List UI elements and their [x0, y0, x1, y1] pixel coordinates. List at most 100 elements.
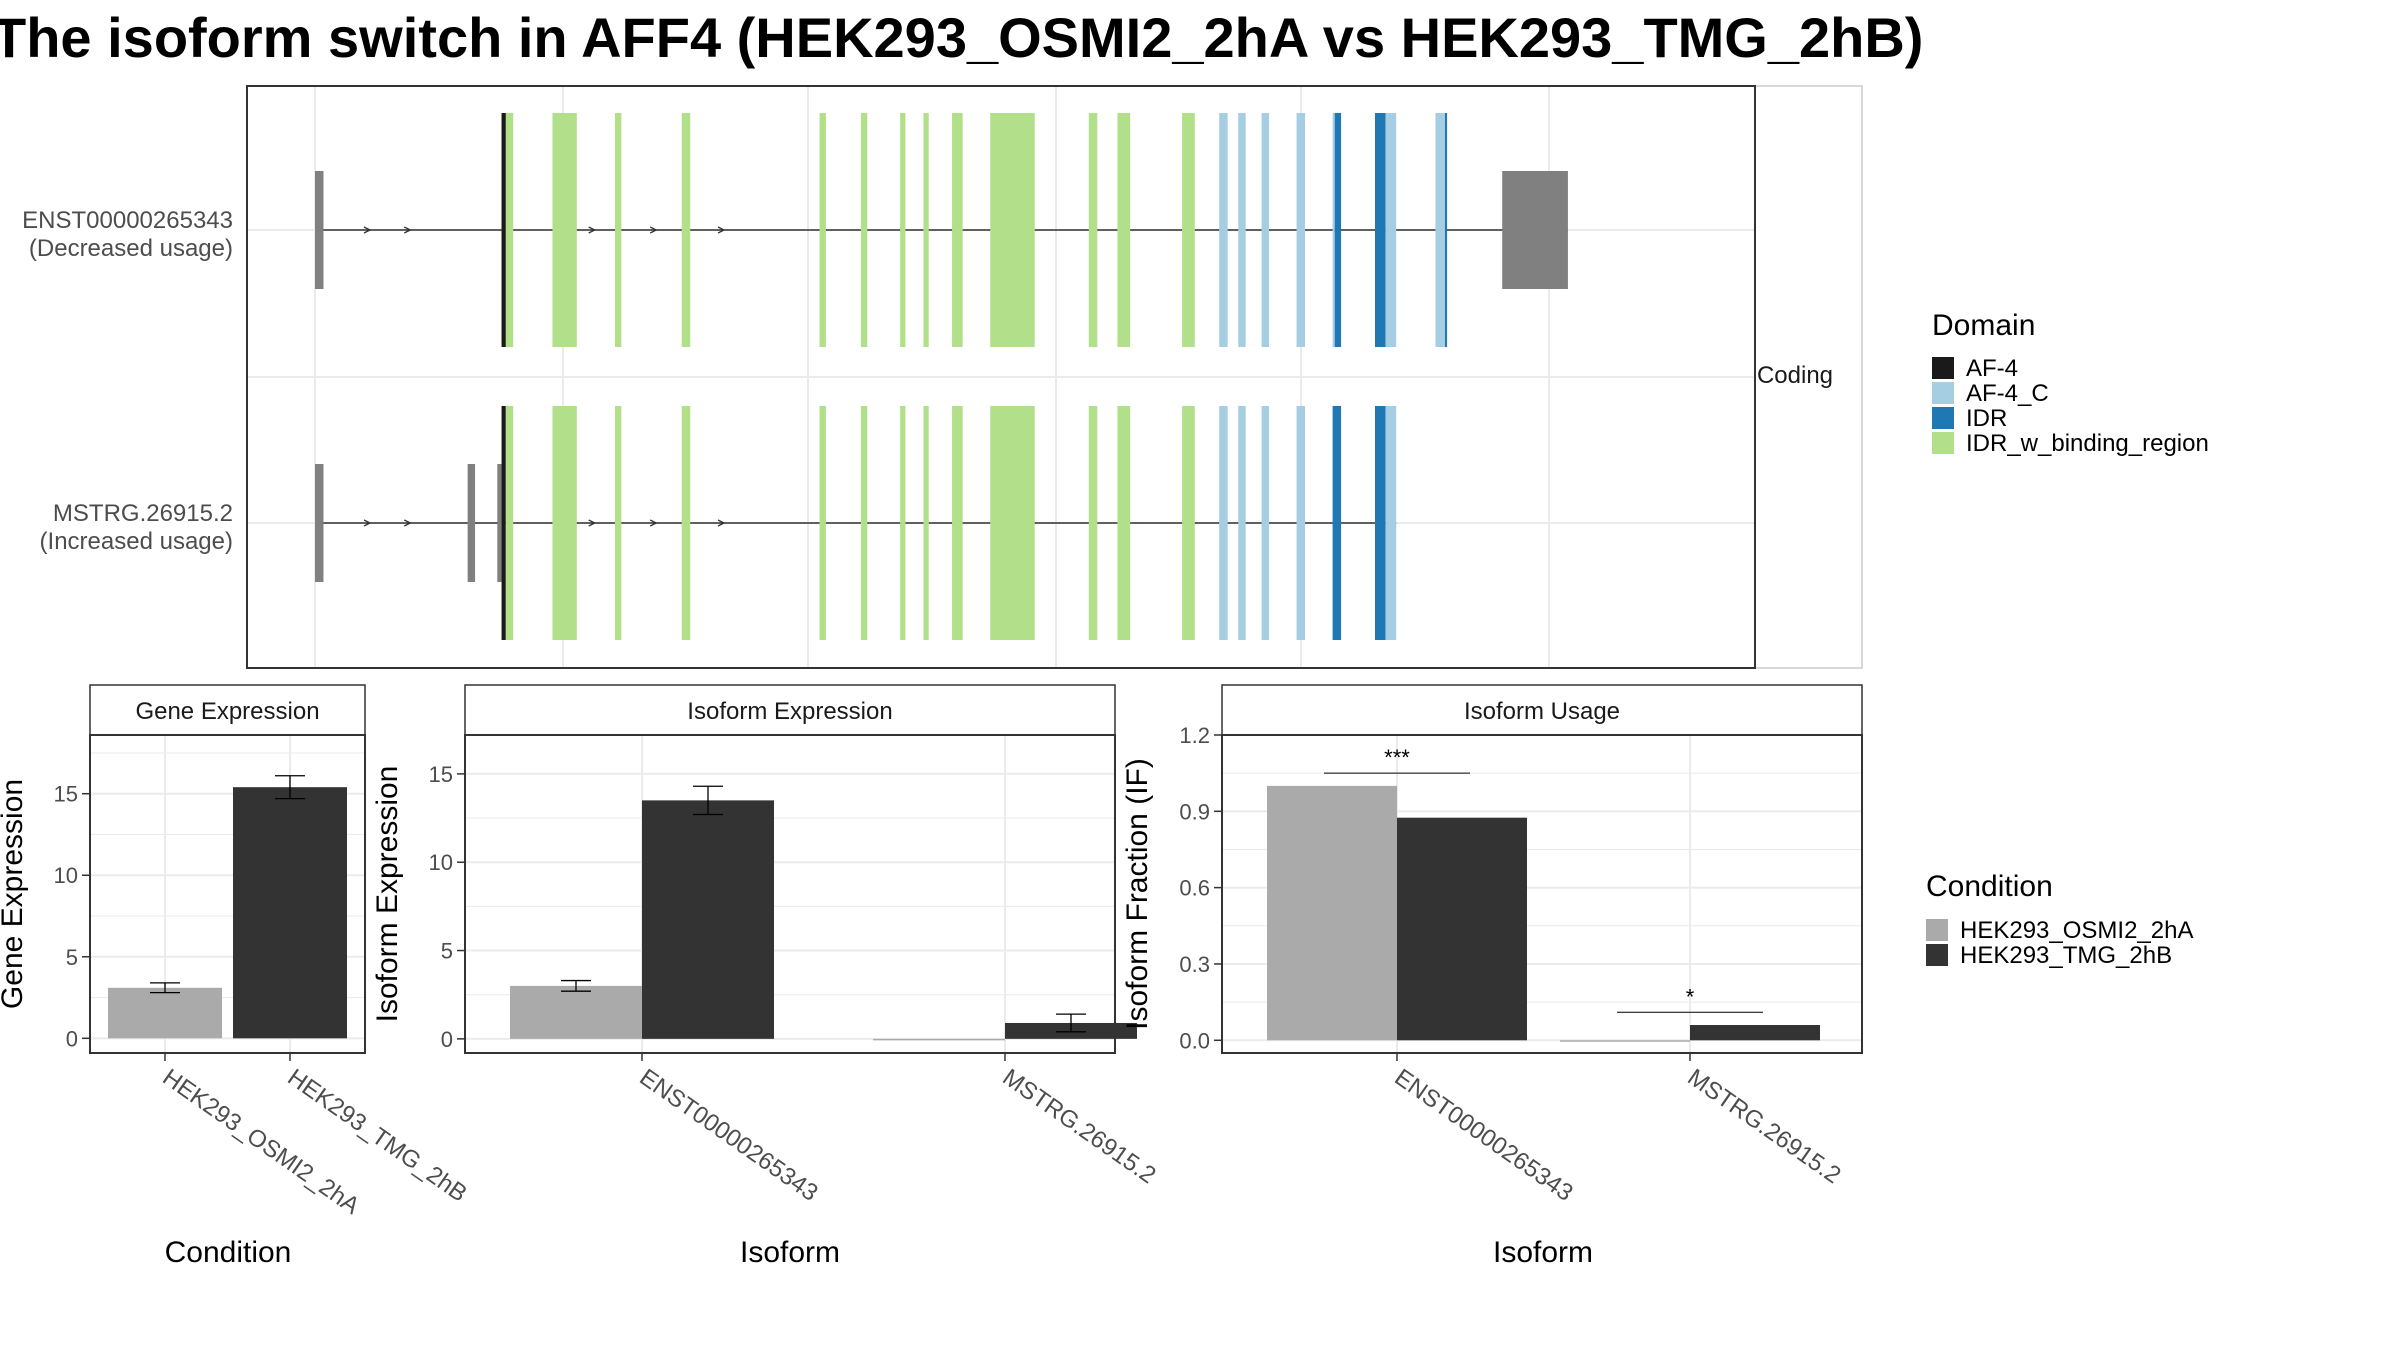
bar: [1397, 817, 1527, 1041]
domain-exon: [1219, 406, 1228, 640]
domain-legend-key: [1932, 357, 1954, 379]
error-bar: [561, 979, 591, 992]
y-tick-label: 10: [429, 850, 453, 875]
condition-legend-label: HEK293_TMG_2hB: [1960, 942, 2172, 969]
x-axis-title: Isoform: [1493, 1236, 1593, 1269]
condition-legend-key: [1926, 919, 1948, 941]
y-tick-label: 10: [54, 863, 78, 888]
facet-strip: [464, 684, 1116, 736]
domain-exon: [923, 406, 929, 640]
domain-exon: [1385, 113, 1397, 347]
domain-exon: [505, 113, 514, 347]
bar: [108, 987, 222, 1039]
domain-exon: [681, 113, 691, 347]
domain-exon: [501, 113, 506, 347]
domain-exon: [952, 406, 963, 640]
domain-exon: [1435, 113, 1445, 347]
strand-arrow: [588, 519, 597, 527]
x-axis-title: Condition: [165, 1236, 292, 1269]
domain-exon: [1088, 113, 1098, 347]
strand-arrow: [363, 519, 372, 527]
facet-strip-label: Isoform Expression: [687, 698, 892, 725]
domain-legend-key: [1932, 432, 1954, 454]
domain-exon: [990, 406, 1035, 640]
x-tick-label: ENST00000265343: [1390, 1064, 1578, 1207]
bar: [1560, 1040, 1690, 1042]
strand-arrow: [717, 226, 726, 234]
panel-border: [89, 734, 366, 1054]
y-tick-label: 0.9: [1179, 799, 1210, 824]
x-tick-label: MSTRG.26915.2: [998, 1064, 1161, 1189]
domain-exon: [990, 113, 1035, 347]
domain-exon: [1375, 113, 1386, 347]
domain-exon: [501, 406, 506, 640]
domain-exon: [819, 406, 826, 640]
domain-exon: [1296, 406, 1306, 640]
strand-arrow: [649, 519, 658, 527]
domain-exon: [614, 113, 622, 347]
y-tick-label: 0.0: [1179, 1028, 1210, 1053]
domain-exon: [1334, 113, 1342, 347]
strand-arrow: [588, 226, 597, 234]
domain-exon: [614, 406, 622, 640]
domain-legend-title: Domain: [1932, 309, 2035, 342]
domain-exon: [681, 406, 691, 640]
y-tick-label: 1.2: [1179, 723, 1210, 748]
domain-exon: [1238, 113, 1246, 347]
facet-strip-label: Gene Expression: [135, 698, 319, 725]
transcript-row: ENST00000265343 (Decreased usage): [22, 113, 1755, 347]
domain-exon: [1444, 113, 1448, 347]
domain-exon: [552, 113, 577, 347]
panel-border: [464, 734, 1116, 1054]
y-tick-label: 5: [441, 939, 453, 964]
bar: [642, 800, 774, 1039]
domain-exon: [1296, 113, 1306, 347]
y-tick-label: 0: [66, 1026, 78, 1051]
transcript-usage: (Increased usage): [40, 528, 233, 555]
domain-exon: [1332, 113, 1335, 347]
domain-exon: [1088, 406, 1098, 640]
transcript-usage: (Decreased usage): [29, 235, 233, 262]
x-tick-label: HEK293_OSMI2_2hA: [158, 1064, 365, 1220]
strand-arrow: [717, 519, 726, 527]
y-tick-label: 0.6: [1179, 876, 1210, 901]
y-tick-label: 0.3: [1179, 952, 1210, 977]
condition-legend-key: [1926, 944, 1948, 966]
domain-exon: [1182, 113, 1195, 347]
panel-border: [1221, 734, 1863, 1054]
condition-legend-title: Condition: [1926, 870, 2053, 903]
utr-exon: [497, 464, 502, 582]
isoform-expression-panel: Isoform Expression 0 5 10 15 ENST00000265343 M…: [371, 684, 1161, 1269]
transcript-label: MSTRG.26915.2 (Increased usage): [40, 500, 233, 555]
domain-legend-label: IDR: [1966, 405, 2007, 432]
domain-legend-label: AF-4_C: [1966, 380, 2049, 407]
domain-exon: [900, 406, 906, 640]
domain-legend-key: [1932, 382, 1954, 404]
transcript-structure-panel: ENST00000265343 (Decreased usage) MSTRG.26…: [22, 85, 1863, 669]
error-bar: [693, 785, 723, 816]
y-tick-label: 15: [429, 762, 453, 787]
domain-exon: [860, 113, 868, 347]
utr-exon: [315, 464, 324, 582]
domain-legend-label: IDR_w_binding_region: [1966, 430, 2209, 457]
domain-legend-label: AF-4: [1966, 355, 2018, 382]
transcript-row: MSTRG.26915.2 (Increased usage): [40, 406, 1755, 640]
domain-exon: [923, 113, 929, 347]
y-tick-label: 5: [66, 945, 78, 970]
domain-exon: [1238, 406, 1246, 640]
strand-arrow: [403, 226, 412, 234]
domain-exon: [505, 406, 514, 640]
y-tick-label: 0: [441, 1027, 453, 1052]
domain-exon: [1261, 406, 1269, 640]
facet-strip-label: Isoform Usage: [1464, 698, 1620, 725]
strand-arrow: [363, 226, 372, 234]
domain-exon: [1332, 406, 1342, 640]
x-tick-label: MSTRG.26915.2: [1683, 1064, 1846, 1189]
domain-exon: [819, 113, 826, 347]
facet-strip: [89, 684, 366, 736]
domain-exon: [1117, 113, 1131, 347]
domain-exon: [1385, 406, 1397, 640]
